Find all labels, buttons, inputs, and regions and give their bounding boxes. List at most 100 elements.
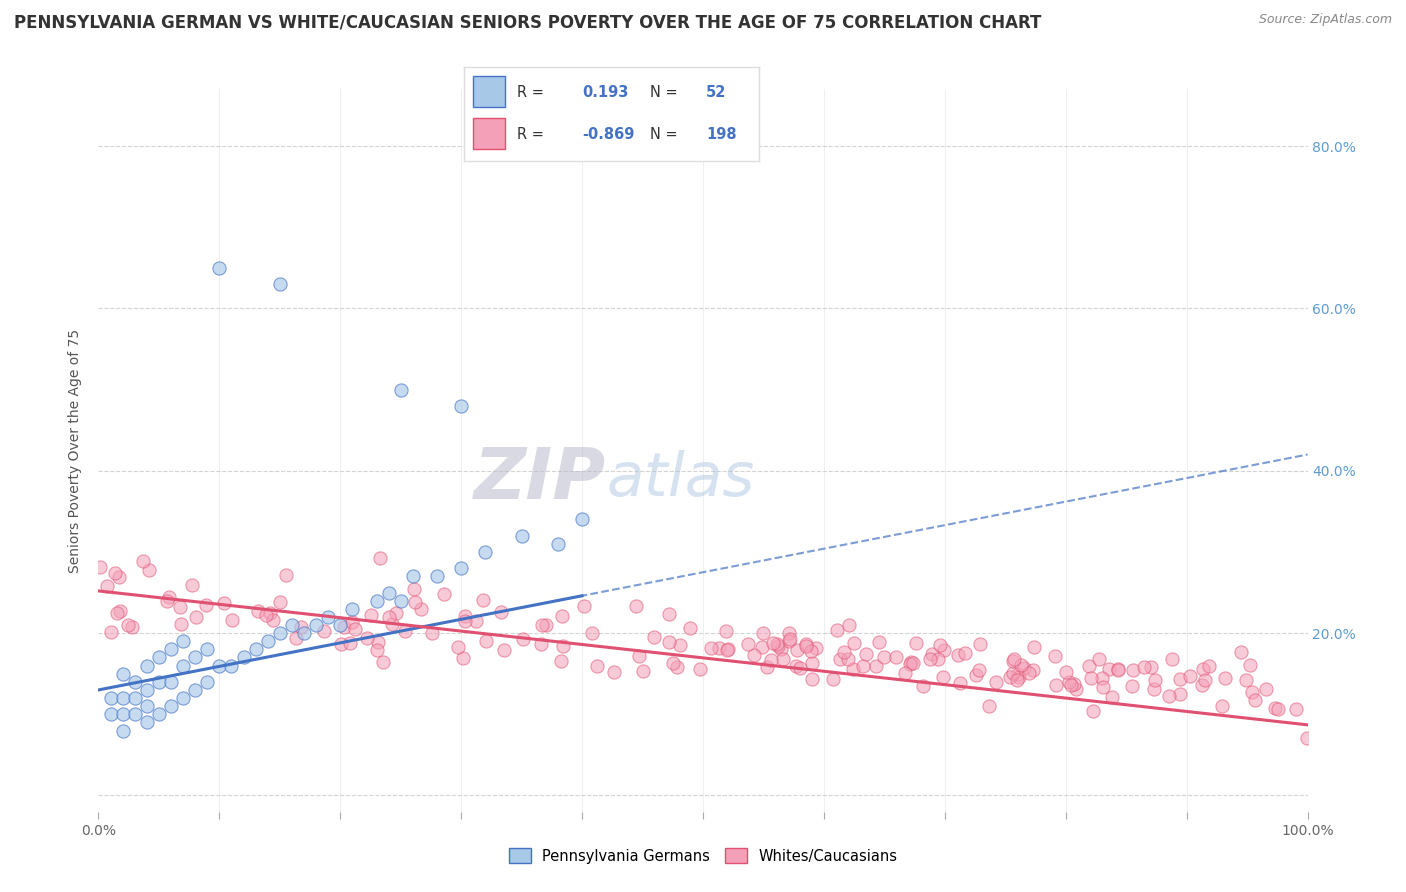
Point [340,615,363,629]
Point [195,674,218,689]
Point [111,707,134,722]
Point [759,653,782,667]
Point [329,618,352,632]
Point [658,635,681,649]
Point [1139,659,1161,673]
Point [769,642,792,657]
Point [1080,671,1102,685]
Point [184,650,207,665]
Point [1229,644,1251,658]
Point [804,641,827,656]
Point [135,658,157,673]
Point [603,665,626,680]
Point [707,640,730,655]
Point [172,691,194,706]
Point [1091,680,1114,694]
Point [796,639,818,653]
Point [624,599,647,613]
Point [838,618,860,632]
Point [377,610,399,624]
Point [1002,652,1025,666]
Point [333,620,356,634]
Point [1191,678,1213,692]
Point [402,569,425,583]
Text: ZIP: ZIP [474,445,606,514]
Point [124,691,146,706]
Point [717,642,740,657]
Point [214,596,236,610]
Point [132,554,155,568]
Point [778,626,800,640]
Point [100,691,122,706]
Point [737,637,759,651]
Point [160,699,183,714]
Point [453,614,475,628]
Point [762,636,785,650]
Point [100,624,122,639]
Point [281,618,304,632]
Point [842,636,865,650]
Point [148,674,170,689]
Point [259,606,281,620]
Point [195,642,218,657]
Point [873,649,896,664]
Point [700,641,723,656]
Point [263,613,285,627]
Point [1143,681,1166,696]
Point [1198,659,1220,673]
Point [1178,668,1201,682]
Point [494,642,516,657]
Point [984,675,1007,690]
Point [901,656,924,670]
Point [998,670,1021,684]
Point [1007,670,1029,684]
Point [786,643,808,657]
Point [292,626,315,640]
Point [1007,667,1029,681]
Point [1192,662,1215,676]
Point [1285,702,1308,716]
Point [342,601,364,615]
Point [865,659,887,673]
Point [404,595,426,609]
Point [969,637,991,651]
Point [160,674,183,689]
Point [794,637,817,651]
Point [329,637,352,651]
Point [411,602,433,616]
Point [1107,663,1129,677]
Point [366,593,388,607]
Point [1010,658,1032,673]
Point [1001,654,1024,668]
Point [104,566,127,580]
Point [801,672,824,686]
Text: Source: ZipAtlas.com: Source: ZipAtlas.com [1258,13,1392,27]
Point [756,660,779,674]
Point [967,663,990,677]
Point [778,634,800,648]
Text: N =: N = [650,85,682,100]
Point [184,609,207,624]
Point [904,636,927,650]
Point [927,651,949,665]
Point [586,659,609,673]
Point [689,662,711,676]
Text: 198: 198 [706,127,737,142]
Point [450,561,472,575]
Point [551,609,574,624]
Bar [472,119,505,149]
Point [246,604,269,618]
Point [170,616,193,631]
Point [360,607,382,622]
Point [1002,665,1025,680]
Point [510,529,533,543]
Point [208,658,231,673]
Point [842,662,865,676]
Point [121,620,143,634]
Point [1060,678,1083,692]
Point [305,618,328,632]
Point [366,642,388,657]
Point [716,643,738,657]
Point [208,260,231,275]
Point [108,604,131,618]
